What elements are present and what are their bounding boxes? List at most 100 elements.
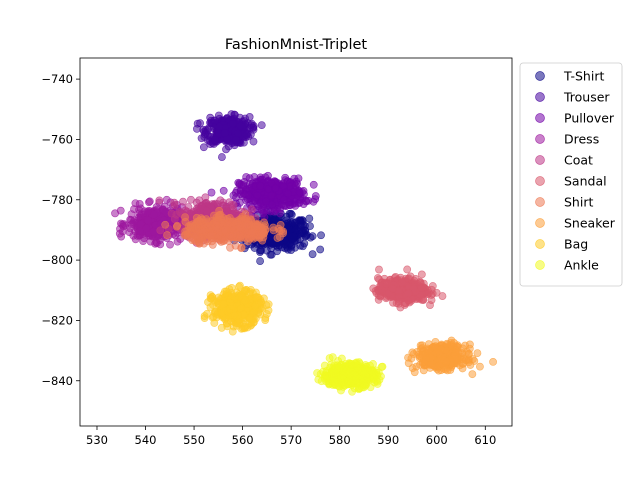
data-point — [234, 129, 242, 138]
y-tick-label: −740 — [41, 72, 73, 86]
data-point — [417, 270, 426, 279]
data-point — [242, 221, 251, 230]
data-point — [197, 214, 205, 223]
data-point — [287, 242, 296, 251]
legend-marker — [535, 113, 545, 123]
x-axis: 530 540 550 560 570 580 590 600 610 — [86, 426, 496, 447]
data-point — [266, 250, 275, 259]
data-point — [117, 232, 126, 241]
data-point — [206, 113, 215, 122]
x-tick-label: 600 — [426, 433, 448, 447]
series-trouser — [193, 110, 266, 161]
data-point — [325, 354, 334, 363]
data-point — [142, 224, 151, 233]
data-point — [267, 191, 276, 200]
data-point — [239, 181, 248, 189]
y-tick-label: −780 — [41, 193, 73, 207]
x-tick-label: 550 — [183, 433, 205, 447]
data-point — [295, 216, 304, 225]
data-point — [262, 197, 270, 206]
data-point — [207, 294, 216, 303]
data-point — [170, 201, 179, 209]
legend-label: Sneaker — [564, 216, 616, 231]
data-point — [241, 296, 250, 305]
legend-marker — [535, 71, 545, 81]
data-point — [181, 213, 189, 221]
data-point — [187, 195, 195, 204]
data-point — [337, 354, 346, 363]
data-point — [284, 189, 293, 198]
data-point — [253, 221, 262, 230]
data-point — [261, 221, 269, 230]
data-point — [305, 214, 314, 223]
data-point — [213, 200, 222, 209]
data-point — [274, 224, 283, 233]
data-point — [212, 217, 221, 226]
data-point — [241, 210, 250, 219]
series-bag — [200, 281, 273, 336]
data-point — [220, 129, 229, 138]
data-point — [199, 143, 208, 152]
data-point — [186, 221, 195, 229]
data-point — [398, 278, 406, 287]
data-point — [229, 191, 238, 200]
data-point — [333, 361, 342, 370]
legend-label: Shirt — [564, 195, 593, 210]
x-tick-label: 590 — [377, 433, 399, 447]
data-point — [212, 224, 221, 233]
data-point — [362, 372, 371, 381]
data-point — [253, 191, 262, 200]
data-point — [155, 196, 164, 205]
data-point — [204, 124, 213, 133]
data-point — [422, 355, 430, 364]
data-point — [261, 316, 270, 324]
data-point — [271, 184, 280, 193]
legend-marker — [535, 92, 545, 102]
data-point — [351, 371, 359, 380]
data-point — [311, 195, 320, 204]
series-pullover — [207, 171, 320, 222]
data-point — [161, 220, 170, 229]
data-point — [143, 216, 152, 225]
data-point — [404, 289, 413, 298]
data-point — [266, 207, 275, 216]
y-tick-label: −840 — [41, 374, 73, 388]
legend-marker — [535, 176, 545, 186]
data-point — [231, 136, 240, 144]
data-point — [198, 233, 207, 242]
legend-label: Trouser — [563, 90, 610, 105]
data-point — [230, 311, 239, 319]
x-tick-label: 540 — [135, 433, 157, 447]
data-point — [242, 131, 251, 139]
data-point — [247, 205, 256, 214]
data-point — [215, 211, 224, 219]
legend-label: Coat — [564, 153, 593, 168]
data-point — [251, 314, 260, 323]
data-point — [219, 300, 228, 308]
data-point — [416, 277, 425, 286]
data-point — [116, 206, 125, 215]
data-point — [252, 292, 261, 301]
data-point — [317, 231, 325, 240]
data-point — [208, 240, 217, 249]
data-point — [466, 361, 475, 369]
data-point — [211, 136, 219, 144]
data-point — [129, 231, 138, 240]
data-point — [296, 241, 305, 250]
data-point — [256, 181, 265, 190]
data-point — [342, 366, 351, 375]
legend-label: Ankle — [564, 258, 599, 273]
data-point — [352, 378, 361, 387]
data-point — [320, 374, 329, 383]
series-ankle — [313, 353, 387, 396]
legend-label: Bag — [564, 237, 588, 252]
data-point — [228, 302, 237, 311]
data-point — [247, 228, 256, 236]
data-point — [372, 289, 381, 297]
legend-marker — [535, 197, 545, 207]
data-point — [244, 191, 253, 200]
data-point — [241, 323, 250, 331]
data-point — [153, 239, 161, 248]
data-point — [172, 222, 181, 231]
